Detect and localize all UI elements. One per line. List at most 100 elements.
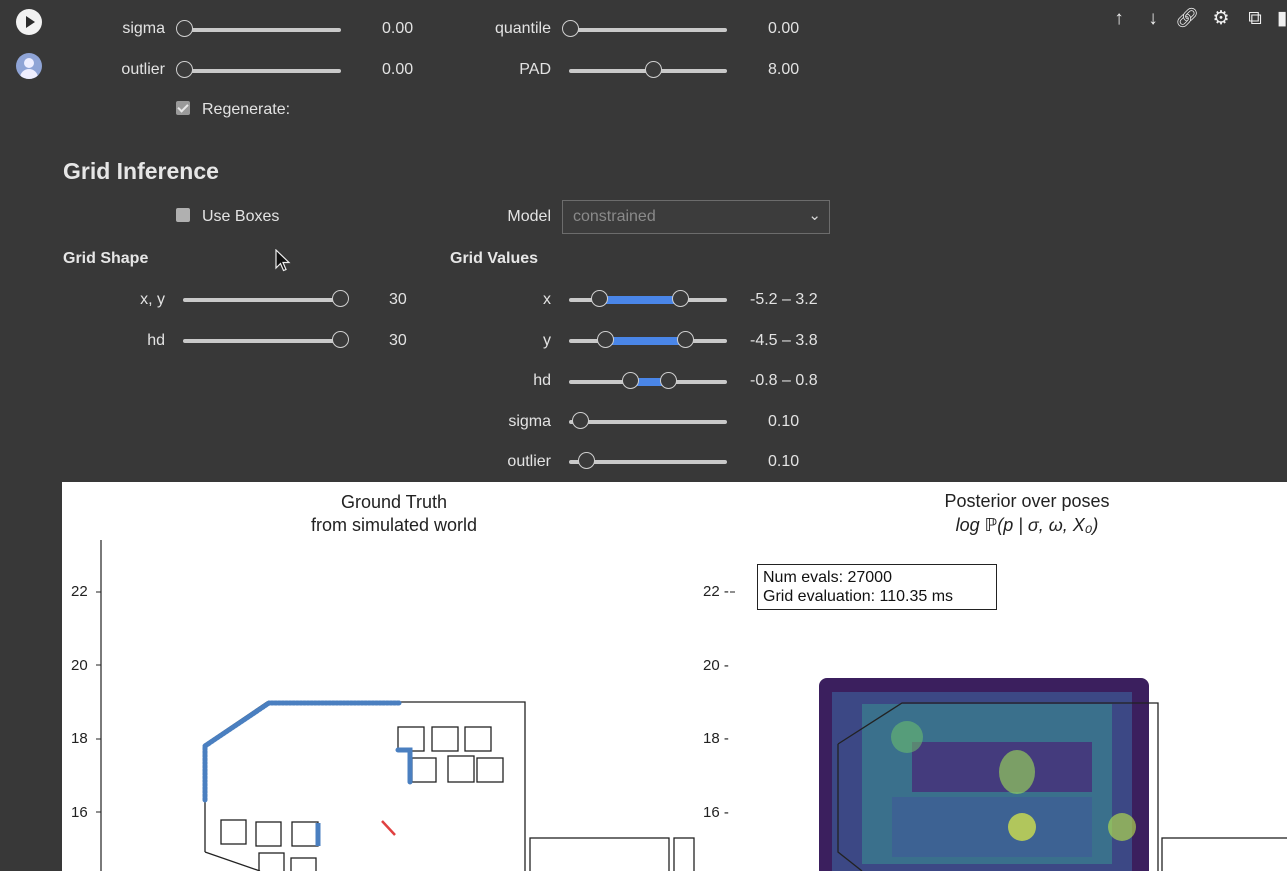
range-x-fill <box>599 296 681 304</box>
range-x-label: x <box>543 291 551 308</box>
grid-eval-time-text: Grid evaluation: 110.35 ms <box>763 588 954 605</box>
values-sigma-slider[interactable] <box>569 412 727 429</box>
grid-hd-label: hd <box>147 332 165 349</box>
grid-xy-slider-handle[interactable] <box>332 290 349 307</box>
pose-marker <box>381 820 396 836</box>
model-select-value: constrained <box>573 208 656 225</box>
cell-toolbar: ↑ ↓ 🔗︎ ⚙ ⧉ ▮ <box>1101 4 1287 34</box>
ground-truth-path <box>202 700 402 803</box>
pad-slider-handle[interactable] <box>645 61 662 78</box>
pad-label: PAD <box>519 61 551 78</box>
range-y-label: y <box>543 332 551 349</box>
range-x-slider[interactable] <box>569 290 727 307</box>
grid-hd-value: 30 <box>389 332 407 349</box>
grid-xy-value: 30 <box>389 291 407 308</box>
outlier-slider-handle[interactable] <box>176 61 193 78</box>
right-plot-subtitle: log ℙ(p | σ, ω, X₀) <box>955 515 1099 535</box>
left-ytick: 22 <box>71 583 88 600</box>
range-x-value: -5.2 – 3.2 <box>750 291 818 308</box>
sigma-label: sigma <box>122 20 165 37</box>
outlier-label: outlier <box>121 61 165 78</box>
right-plot-title: Posterior over poses <box>944 491 1110 511</box>
eval-info-box: Num evals: 27000 Grid evaluation: 110.35… <box>757 564 997 610</box>
left-plot-title: Ground Truth <box>340 492 448 512</box>
world-box <box>529 837 670 871</box>
range-x-low-handle[interactable] <box>591 290 608 307</box>
quantile-value: 0.00 <box>768 20 800 37</box>
range-y-fill <box>605 337 686 345</box>
grid-shape-heading: Grid Shape <box>63 250 149 267</box>
arrow-up-icon[interactable]: ↑ <box>1114 8 1124 29</box>
world-boundary <box>837 744 863 871</box>
gear-icon[interactable]: ⚙ <box>1212 8 1230 29</box>
range-hd-slider[interactable] <box>569 372 727 389</box>
quantile-slider[interactable] <box>562 20 727 37</box>
world-box <box>673 837 695 871</box>
ground-truth-path <box>395 747 413 785</box>
model-label: Model <box>507 208 551 225</box>
world-boundary <box>204 851 261 871</box>
use-boxes-label: Use Boxes <box>202 208 280 225</box>
range-hd-low-handle[interactable] <box>622 372 639 389</box>
grid-values-heading: Grid Values <box>450 250 539 267</box>
posterior-heatmap <box>999 750 1035 794</box>
range-hd-value: -0.8 – 0.8 <box>750 372 818 389</box>
posterior-heatmap <box>1108 813 1136 841</box>
trash-icon[interactable]: ▮ <box>1277 8 1287 29</box>
use-boxes-checkbox[interactable] <box>176 208 190 222</box>
arrow-down-icon[interactable]: ↓ <box>1148 8 1158 29</box>
values-outlier-slider[interactable] <box>569 452 727 469</box>
world-boundary <box>837 702 1159 871</box>
range-y-value: -4.5 – 3.8 <box>750 332 818 349</box>
right-ytick: 20 - <box>703 657 729 674</box>
values-sigma-label: sigma <box>508 413 551 430</box>
range-hd-label: hd <box>533 372 551 389</box>
sigma-slider-handle[interactable] <box>176 20 193 37</box>
grid-xy-slider[interactable] <box>183 290 349 307</box>
values-outlier-value: 0.10 <box>768 453 800 470</box>
posterior-heatmap <box>1008 813 1036 841</box>
values-outlier-label: outlier <box>507 453 551 470</box>
values-sigma-value: 0.10 <box>768 413 800 430</box>
regenerate-label: Regenerate: <box>202 101 291 118</box>
outlier-value: 0.00 <box>382 61 414 78</box>
range-y-high-handle[interactable] <box>677 331 694 348</box>
range-x-high-handle[interactable] <box>672 290 689 307</box>
sigma-slider[interactable] <box>176 20 341 37</box>
quantile-label: quantile <box>494 20 551 37</box>
num-evals-text: Num evals: 27000 <box>763 569 892 586</box>
posterior-heatmap <box>892 797 1092 857</box>
range-y-slider[interactable] <box>569 331 727 348</box>
model-select[interactable]: constrained ⌄ <box>562 200 830 234</box>
values-sigma-slider-handle[interactable] <box>572 412 589 429</box>
run-cell-button[interactable] <box>16 9 42 35</box>
plots-svg <box>96 540 1287 871</box>
section-title: Grid Inference <box>63 158 219 184</box>
link-icon[interactable]: 🔗︎ <box>1175 8 1200 29</box>
world-box <box>1161 837 1287 871</box>
pad-slider[interactable] <box>569 61 727 78</box>
left-ytick: 18 <box>71 730 88 747</box>
pad-value: 8.00 <box>768 61 800 78</box>
range-y-low-handle[interactable] <box>597 331 614 348</box>
posterior-heatmap <box>891 721 923 753</box>
values-outlier-slider-handle[interactable] <box>578 452 595 469</box>
plot-output: Ground Truth from simulated world 22 20 … <box>62 482 1287 871</box>
grid-xy-label: x, y <box>140 291 165 308</box>
range-hd-high-handle[interactable] <box>660 372 677 389</box>
sigma-value: 0.00 <box>382 20 414 37</box>
left-plot-subtitle: from simulated world <box>310 515 478 535</box>
mouse-cursor-icon <box>275 249 291 272</box>
right-ytick: 18 - <box>703 730 729 747</box>
outlier-slider[interactable] <box>176 61 341 78</box>
right-ytick: 22 - <box>703 583 729 600</box>
right-ytick: 16 - <box>703 804 729 821</box>
left-ytick: 20 <box>71 657 88 674</box>
grid-hd-slider[interactable] <box>183 331 349 348</box>
regenerate-checkbox[interactable] <box>176 101 190 115</box>
quantile-slider-handle[interactable] <box>562 20 579 37</box>
grid-hd-slider-handle[interactable] <box>332 331 349 348</box>
mirror-icon[interactable]: ⧉ <box>1248 8 1262 29</box>
range-hd-fill <box>630 378 669 386</box>
left-ytick: 16 <box>71 804 88 821</box>
